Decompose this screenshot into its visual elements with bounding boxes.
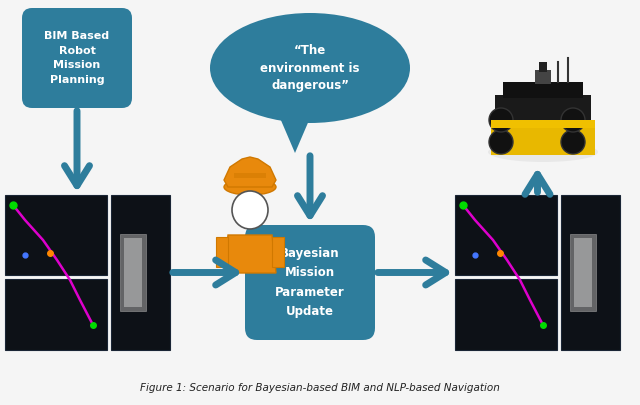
Bar [111, 195, 170, 350]
Bar [570, 234, 596, 311]
Bar [120, 234, 147, 311]
Bar [216, 237, 228, 267]
Bar [561, 195, 620, 350]
Ellipse shape [489, 108, 513, 132]
Polygon shape [224, 157, 276, 187]
Ellipse shape [561, 130, 585, 154]
FancyBboxPatch shape [245, 225, 375, 340]
Bar [5, 279, 107, 350]
Bar [491, 120, 595, 128]
Ellipse shape [488, 142, 598, 162]
Bar [272, 237, 284, 267]
Bar [234, 173, 266, 178]
Ellipse shape [232, 191, 268, 229]
Bar [503, 82, 583, 98]
Bar [491, 120, 595, 155]
Ellipse shape [489, 130, 513, 154]
Bar [5, 195, 107, 275]
Bar [455, 195, 557, 275]
Text: Bayesian
Mission
Parameter
Update: Bayesian Mission Parameter Update [275, 247, 345, 318]
Text: Figure 1: Scenario for Bayesian-based BIM and NLP-based Navigation: Figure 1: Scenario for Bayesian-based BI… [140, 383, 500, 393]
Bar [124, 238, 143, 307]
Ellipse shape [561, 108, 585, 132]
Text: “The
environment is
dangerous”: “The environment is dangerous” [260, 43, 360, 92]
Bar [495, 95, 591, 125]
Ellipse shape [224, 179, 276, 195]
Bar [455, 279, 557, 350]
Text: BIM Based
Robot
Mission
Planning: BIM Based Robot Mission Planning [44, 31, 109, 85]
FancyBboxPatch shape [22, 8, 132, 108]
Bar [539, 62, 547, 72]
Bar [535, 70, 551, 84]
Polygon shape [224, 235, 276, 273]
Bar [574, 238, 593, 307]
Polygon shape [280, 118, 310, 153]
Ellipse shape [210, 13, 410, 123]
